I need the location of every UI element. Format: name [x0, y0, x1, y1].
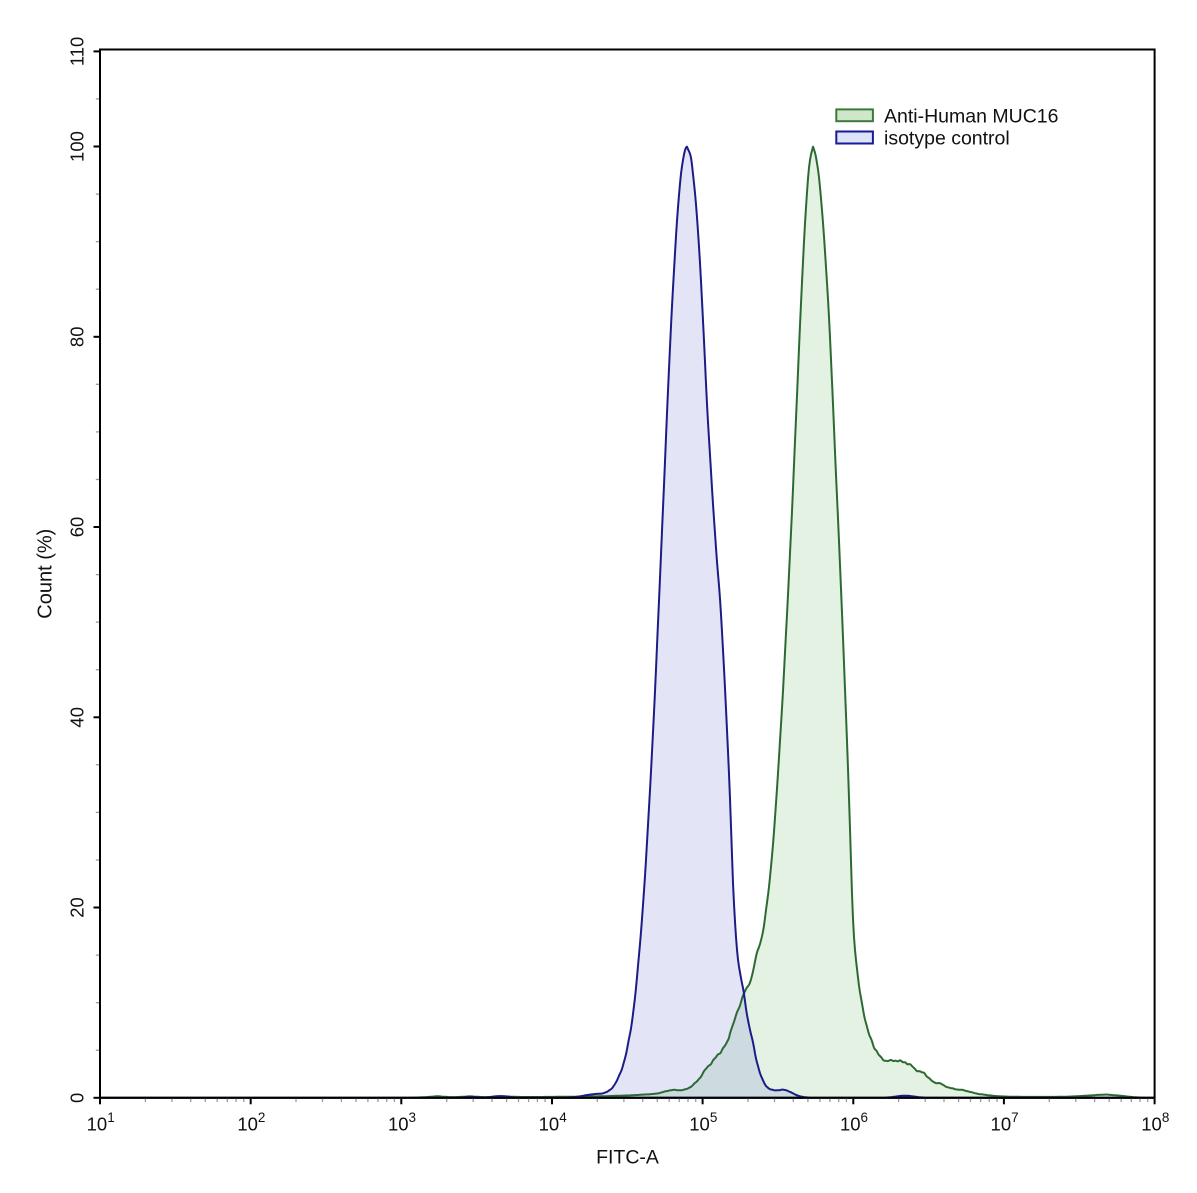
- svg-text:80: 80: [67, 327, 88, 348]
- svg-text:20: 20: [67, 897, 88, 918]
- svg-text:Anti-Human MUC16: Anti-Human MUC16: [884, 106, 1058, 128]
- svg-text:40: 40: [67, 707, 88, 728]
- svg-text:60: 60: [67, 517, 88, 538]
- svg-text:isotype control: isotype control: [884, 128, 1010, 150]
- svg-text:0: 0: [67, 1093, 88, 1103]
- svg-text:110: 110: [67, 37, 88, 67]
- svg-text:106: 106: [840, 1110, 868, 1135]
- svg-text:107: 107: [991, 1110, 1019, 1135]
- svg-text:Count (%): Count (%): [35, 529, 57, 619]
- svg-text:FITC-A: FITC-A: [596, 1147, 659, 1169]
- svg-text:100: 100: [67, 131, 88, 162]
